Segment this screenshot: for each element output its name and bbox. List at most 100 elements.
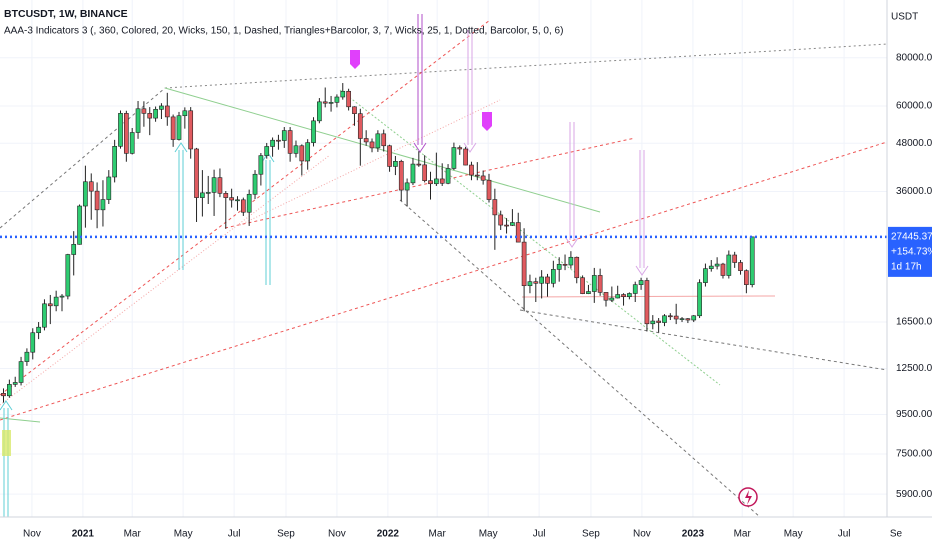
candle-body: [328, 102, 334, 104]
candle-body: [457, 147, 463, 150]
candle-body: [597, 275, 603, 293]
candle-body: [539, 276, 544, 284]
x-tick-label: Jul: [838, 529, 851, 540]
candle-body: [591, 275, 597, 292]
candle-body: [434, 178, 439, 185]
candle-body: [83, 181, 88, 207]
candle-body: [580, 277, 585, 294]
candle-body: [176, 115, 182, 140]
y-tick-label: 48000.00: [896, 138, 932, 149]
candle-body: [714, 263, 720, 267]
candle-body: [270, 139, 275, 147]
candle-body: [118, 113, 123, 147]
candle-body: [334, 96, 340, 103]
candle-body: [521, 241, 527, 287]
candle-body: [246, 193, 252, 213]
candle-body: [293, 145, 299, 154]
candle-body: [363, 138, 369, 143]
candle-body: [200, 192, 205, 198]
candle-body: [106, 176, 112, 200]
candle-body: [47, 303, 53, 307]
candle-body: [258, 155, 264, 175]
candle-body: [94, 190, 100, 211]
candle-body: [188, 110, 194, 150]
y-tick-label: 16500.00: [896, 317, 932, 328]
currency-label: USDT: [891, 12, 918, 23]
candle-body: [615, 294, 621, 299]
trend-line: [239, 99, 501, 226]
candle-body: [445, 168, 451, 184]
x-tick-label: Nov: [23, 529, 41, 540]
arrow: [0, 400, 13, 517]
candle-body: [720, 263, 726, 276]
x-tick-label: 2021: [72, 529, 95, 540]
arrow: [635, 150, 649, 276]
candle-body: [252, 173, 258, 195]
candle-body: [574, 256, 580, 279]
candle-body: [527, 281, 533, 287]
candle-body: [194, 148, 199, 198]
candle-body: [556, 263, 562, 270]
candle-body: [205, 192, 211, 194]
candle-body: [632, 284, 638, 294]
candle-body: [170, 116, 176, 140]
candle-body: [229, 197, 234, 201]
candle-body: [276, 139, 281, 142]
candle-body: [393, 161, 398, 167]
candle-body: [492, 199, 498, 216]
candle-body: [568, 256, 574, 266]
candle-body: [638, 280, 644, 285]
candle-body: [217, 177, 223, 194]
trend-line: [519, 309, 887, 371]
candle-body: [422, 164, 428, 181]
candle-body: [498, 214, 504, 226]
candle-body: [697, 282, 702, 317]
y-tick-label: 36000.00: [896, 186, 932, 197]
candle-body: [398, 161, 404, 191]
candle-body: [42, 303, 47, 328]
candle-body: [451, 147, 457, 169]
symbol-title: BTCUSDT, 1W, BINANCE: [4, 8, 128, 20]
x-tick-label: May: [784, 529, 803, 540]
candle-body: [36, 326, 41, 334]
candle-body: [346, 90, 351, 108]
x-tick-label: Mar: [734, 529, 752, 540]
signal-arrows: [413, 14, 649, 276]
candle-body: [100, 199, 106, 211]
x-tick-label: 2023: [682, 529, 705, 540]
candle-body: [679, 318, 685, 320]
candle-body: [135, 108, 141, 133]
arrow: [463, 30, 477, 153]
candle-body: [147, 113, 153, 119]
candle-body: [240, 199, 246, 213]
candle-body: [123, 113, 129, 154]
candle-body: [311, 120, 316, 143]
y-tick-label: 80000.00: [896, 52, 932, 63]
candle-body: [375, 133, 381, 149]
sell-marker: [350, 50, 360, 69]
event-icon: [745, 490, 752, 505]
x-tick-label: Jul: [533, 529, 546, 540]
x-tick-label: Se: [890, 529, 903, 540]
candle-body: [223, 193, 229, 198]
candle-body: [545, 276, 550, 284]
candle-body: [410, 163, 416, 184]
y-tick-label: 60000.00: [896, 101, 932, 112]
candle-body: [673, 315, 679, 320]
candle-body: [504, 224, 509, 227]
y-tick-label: 5900.00: [896, 489, 932, 500]
candle-body: [357, 113, 363, 139]
last-price-change: +154.73%: [891, 247, 932, 258]
candle-body: [416, 163, 422, 166]
candle-body: [744, 270, 749, 285]
candle-body: [621, 294, 626, 297]
candle-body: [609, 297, 615, 301]
axes: 80000.00 60000.00 48000.00 36000.00 16500.00…: [23, 52, 932, 540]
candle-body: [469, 164, 474, 176]
x-tick-label: May: [174, 529, 193, 540]
candle-body: [141, 108, 147, 114]
trend-line: [399, 199, 761, 517]
candle-body: [603, 292, 609, 301]
